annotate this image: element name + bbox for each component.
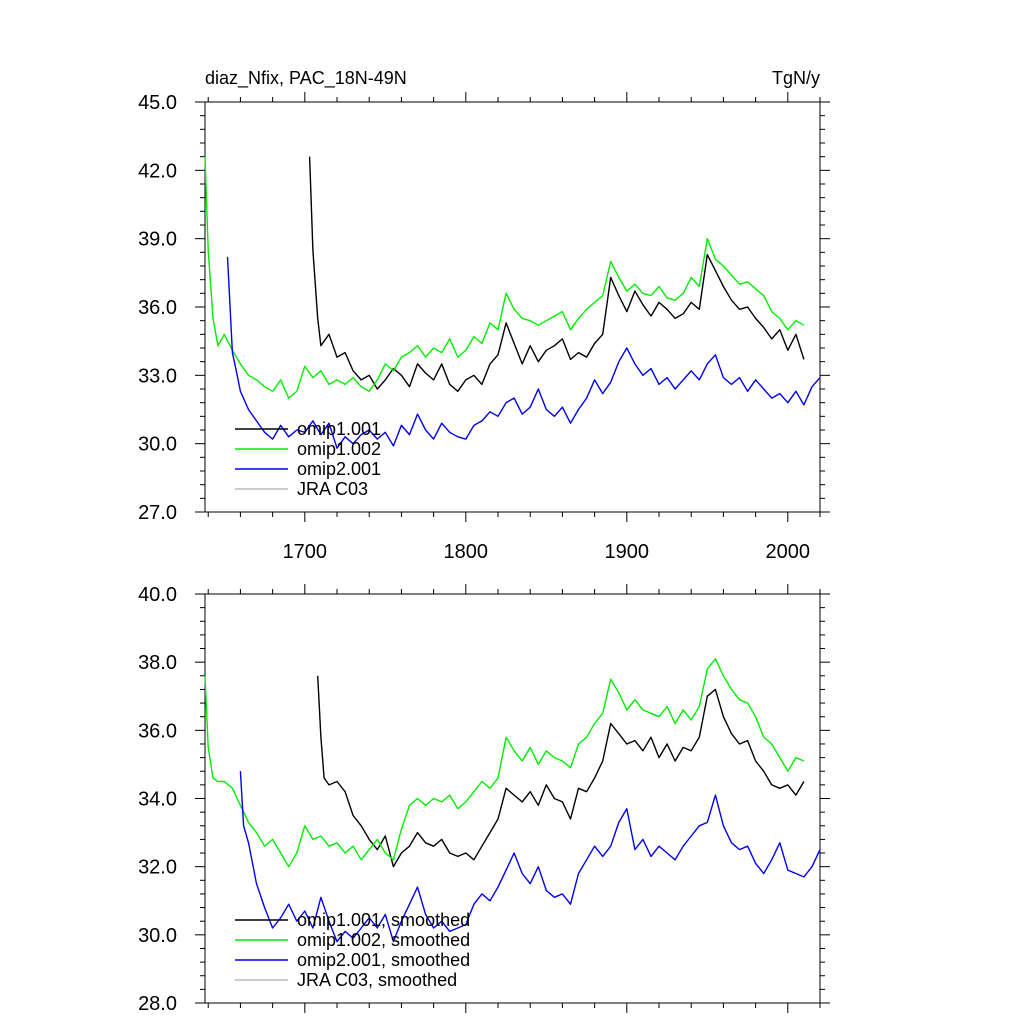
top-y-tick-label: 39.0 xyxy=(138,229,177,251)
bottom-y-tick-label: 32.0 xyxy=(138,857,177,879)
bottom-legend-label-3: JRA C03, smoothed xyxy=(297,970,457,990)
top-legend-label-3: JRA C03 xyxy=(297,479,368,499)
top-series-0-line xyxy=(308,156,805,392)
top-x-tick-label: 2000 xyxy=(766,541,811,563)
top-y-tick-label: 36.0 xyxy=(138,297,177,319)
bottom-legend-label-2: omip2.001, smoothed xyxy=(297,950,470,970)
bottom-series-0-line xyxy=(317,675,805,868)
bottom-series-2-line xyxy=(239,771,821,943)
top-legend-label-1: omip1.002 xyxy=(297,439,381,459)
bottom-y-tick-label: 30.0 xyxy=(138,925,177,947)
bottom-y-tick-label: 36.0 xyxy=(138,720,177,742)
top-y-tick-label: 27.0 xyxy=(138,502,177,524)
bottom-legend-label-1: omip1.002, smoothed xyxy=(297,930,470,950)
top-y-tick-label: 45.0 xyxy=(138,92,177,114)
top-x-tick-label: 1700 xyxy=(283,541,328,563)
top-chart-units: TgN/y xyxy=(772,68,820,88)
top-series-1-line xyxy=(204,156,805,399)
top-legend-label-0: omip1.001 xyxy=(297,419,381,439)
bottom-y-tick-label: 38.0 xyxy=(138,652,177,674)
top-panel: diaz_Nfix, PAC_18N-49N TgN/y 27.0 30.0 33.… xyxy=(138,68,830,563)
bottom-y-tick-label: 28.0 xyxy=(138,993,177,1015)
top-series-2-line xyxy=(226,256,821,449)
top-y-tick-label: 33.0 xyxy=(138,365,177,387)
top-legend-label-2: omip2.001 xyxy=(297,459,381,479)
bottom-series-1-line xyxy=(204,658,805,868)
bottom-y-tick-label: 40.0 xyxy=(138,584,177,606)
bottom-panel: 28.0 30.0 32.0 34.0 36.0 38.0 40.0 omip1.001, s… xyxy=(138,584,830,1015)
top-x-tick-label: 1900 xyxy=(605,541,650,563)
top-x-tick-label: 1800 xyxy=(444,541,489,563)
bottom-y-tick-label: 34.0 xyxy=(138,789,177,811)
bottom-legend-label-0: omip1.001, smoothed xyxy=(297,910,470,930)
top-y-tick-label: 30.0 xyxy=(138,434,177,456)
top-chart-title: diaz_Nfix, PAC_18N-49N xyxy=(205,68,407,89)
top-y-tick-label: 42.0 xyxy=(138,160,177,182)
